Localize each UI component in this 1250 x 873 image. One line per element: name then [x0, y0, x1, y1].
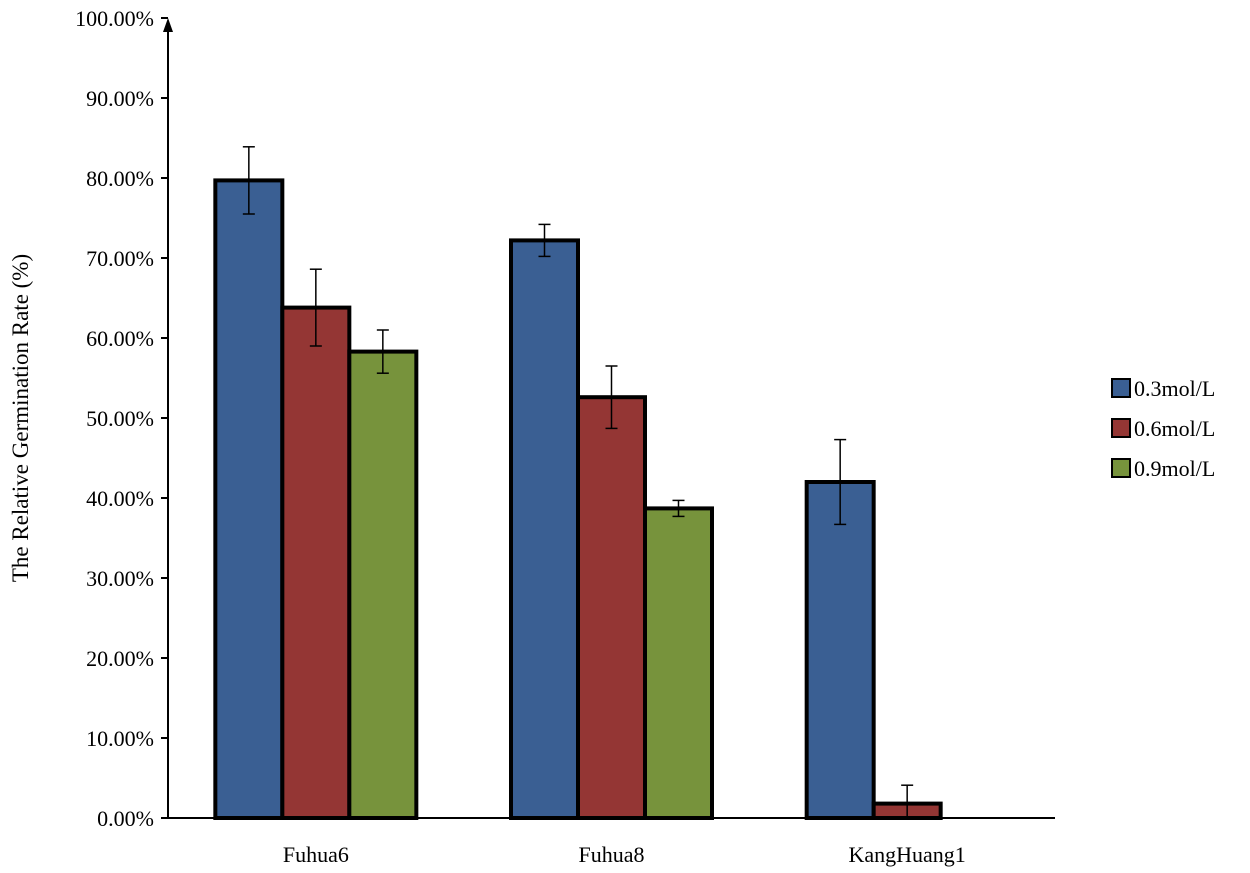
y-axis-ticks: 0.00% 10.00% 20.00% 30.00% 40.00% 50.00% 60.00…: [75, 6, 168, 831]
y-tick-label: 90.00%: [86, 86, 154, 111]
y-tick-label: 80.00%: [86, 166, 154, 191]
y-tick-label: 40.00%: [86, 486, 154, 511]
axes: [163, 18, 1055, 819]
legend-swatch: [1111, 378, 1131, 398]
bar-Fuhua8-0.3mol/L: [509, 238, 580, 820]
legend-label: 0.6mol/L: [1134, 416, 1215, 441]
legend: 0.3mol/L 0.6mol/L 0.9mol/L: [1111, 376, 1215, 481]
y-tick-label: 30.00%: [86, 566, 154, 591]
bar-Fuhua8-0.6mol/L: [576, 395, 647, 820]
x-category-label: Fuhua6: [283, 842, 349, 867]
bars: [213, 178, 943, 820]
legend-swatch: [1111, 418, 1131, 438]
bar-Fuhua6-0.6mol/L: [280, 305, 352, 820]
y-axis-title: The Relative Germination Rate (%): [8, 254, 33, 582]
bar-Fuhua6-0.3mol/L: [213, 178, 285, 820]
legend-label: 0.3mol/L: [1134, 376, 1215, 401]
bar-Fuhua8-0.9mol/L: [643, 506, 714, 820]
legend-swatch: [1111, 458, 1131, 478]
category-labels: Fuhua6 Fuhua8 KangHuang1: [283, 842, 966, 867]
bar-KangHuang1-0.3mol/L: [804, 480, 876, 820]
y-tick-label: 100.00%: [75, 6, 154, 31]
x-category-label: KangHuang1: [849, 842, 966, 867]
y-tick-label: 0.00%: [97, 806, 154, 831]
bar-Fuhua6-0.9mol/L: [347, 349, 419, 820]
y-axis-arrow: [163, 18, 173, 32]
y-tick-label: 20.00%: [86, 646, 154, 671]
y-tick-label: 10.00%: [86, 726, 154, 751]
legend-label: 0.9mol/L: [1134, 456, 1215, 481]
y-tick-label: 50.00%: [86, 406, 154, 431]
x-category-label: Fuhua8: [579, 842, 645, 867]
y-tick-label: 70.00%: [86, 246, 154, 271]
y-tick-label: 60.00%: [86, 326, 154, 351]
